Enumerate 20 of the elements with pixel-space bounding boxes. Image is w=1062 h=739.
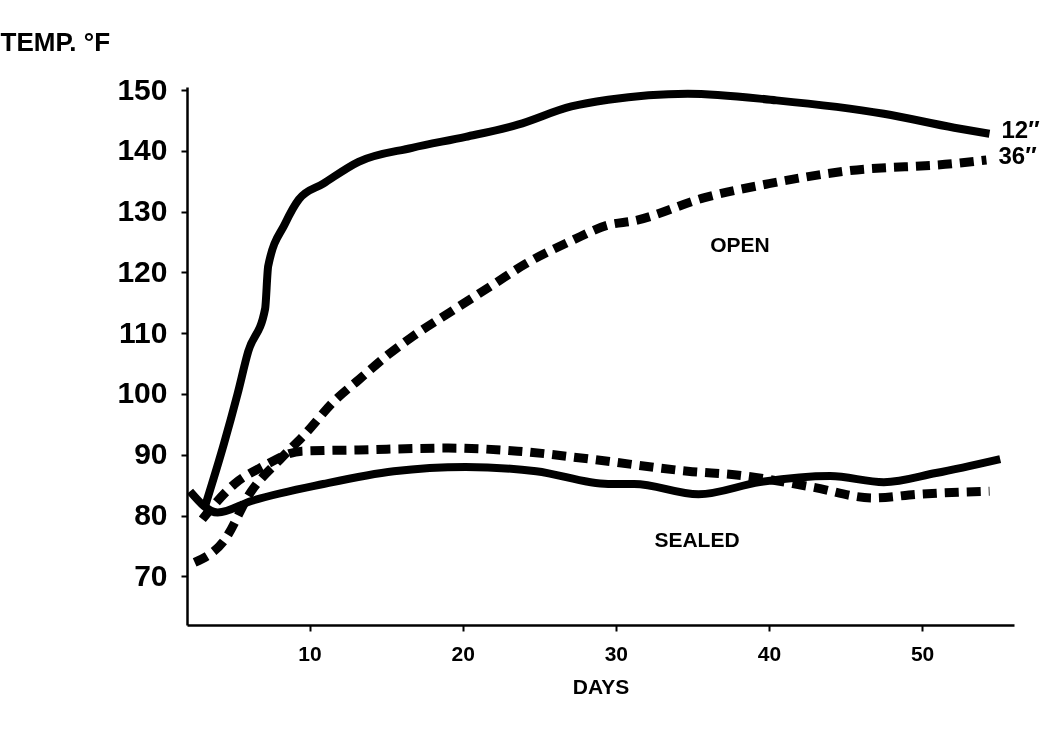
annotation: OPEN	[710, 233, 770, 256]
y-tick-label: 100	[117, 376, 168, 410]
y-tick-label: 130	[117, 194, 168, 228]
y-tick-label: 120	[117, 254, 168, 288]
x-tick-label: 20	[451, 641, 475, 665]
series-label: 12″	[1001, 115, 1041, 143]
y-tick-label: 150	[117, 72, 168, 106]
x-tick-label: 10	[298, 641, 322, 665]
x-tick-label: 40	[757, 641, 782, 665]
x-tick-label: 30	[604, 641, 628, 665]
y-tick-label: 70	[134, 558, 168, 592]
y-axis-title: TEMP. °F	[0, 26, 111, 57]
x-tick-label: 50	[910, 641, 935, 665]
series-label: 36″	[998, 141, 1038, 169]
y-tick-label: 110	[119, 315, 168, 349]
x-axis-title: DAYS	[572, 674, 630, 698]
y-tick-label: 90	[134, 437, 168, 471]
annotation: SEALED	[654, 528, 740, 551]
y-tick-label: 80	[134, 498, 168, 532]
y-tick-label: 140	[117, 133, 168, 167]
